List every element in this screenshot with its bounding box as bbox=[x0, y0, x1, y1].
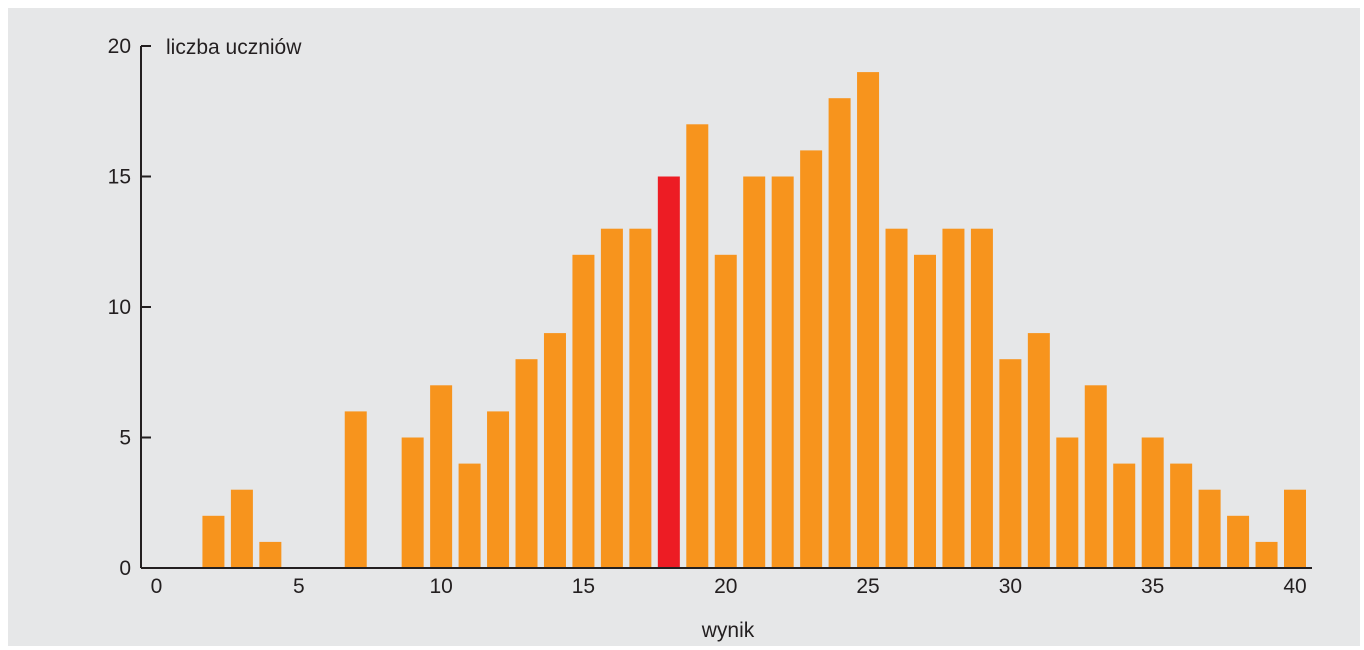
bar bbox=[458, 463, 481, 568]
x-tick-label: 0 bbox=[151, 575, 163, 598]
x-tick-label: 30 bbox=[999, 575, 1022, 598]
y-axis-label: liczba uczniów bbox=[166, 36, 302, 59]
bar bbox=[913, 254, 936, 569]
bar-highlighted bbox=[657, 176, 680, 568]
bar bbox=[401, 437, 424, 568]
bar bbox=[629, 228, 652, 568]
bar bbox=[344, 411, 367, 568]
bar bbox=[487, 411, 510, 568]
x-tick-label: 10 bbox=[429, 575, 452, 598]
x-tick-label: 20 bbox=[714, 575, 737, 598]
bar bbox=[1255, 541, 1278, 568]
bar bbox=[970, 228, 993, 568]
x-tick-label: 35 bbox=[1141, 575, 1164, 598]
y-tick-label: 20 bbox=[108, 35, 131, 58]
bar bbox=[686, 124, 709, 569]
bar bbox=[714, 254, 737, 569]
bar bbox=[572, 254, 595, 569]
x-axis-label: wynik bbox=[701, 619, 755, 642]
bar bbox=[1227, 515, 1250, 568]
bar bbox=[230, 489, 253, 568]
x-tick-label: 25 bbox=[856, 575, 879, 598]
bar bbox=[771, 176, 794, 568]
x-tick-label: 40 bbox=[1283, 575, 1306, 598]
bar bbox=[515, 359, 538, 568]
bar bbox=[1284, 489, 1306, 568]
y-tick-label: 0 bbox=[119, 557, 131, 580]
bar bbox=[1056, 437, 1079, 568]
bar bbox=[857, 72, 880, 568]
bar bbox=[1027, 333, 1050, 568]
bar bbox=[430, 385, 453, 568]
bar bbox=[828, 98, 851, 568]
bar bbox=[1141, 437, 1164, 568]
y-tick-label: 15 bbox=[108, 166, 131, 189]
bar bbox=[259, 541, 282, 568]
bar bbox=[1113, 463, 1136, 568]
bar bbox=[942, 228, 965, 568]
bar bbox=[1170, 463, 1193, 568]
ticks-layer: 0 5 10 15 20 0 5 10 15 20 25 30 35 40 bbox=[108, 35, 1307, 598]
x-tick-label: 5 bbox=[293, 575, 305, 598]
bar bbox=[202, 515, 225, 568]
bar bbox=[743, 176, 766, 568]
bar bbox=[1084, 385, 1107, 568]
bar bbox=[1198, 489, 1221, 568]
bar bbox=[885, 228, 908, 568]
bar bbox=[543, 333, 566, 568]
y-tick-label: 5 bbox=[119, 427, 131, 450]
bar bbox=[999, 359, 1022, 568]
bars-layer bbox=[202, 72, 1306, 569]
x-tick-label: 15 bbox=[572, 575, 595, 598]
bar bbox=[600, 228, 623, 568]
y-tick-label: 10 bbox=[108, 296, 131, 319]
bar bbox=[800, 150, 823, 568]
